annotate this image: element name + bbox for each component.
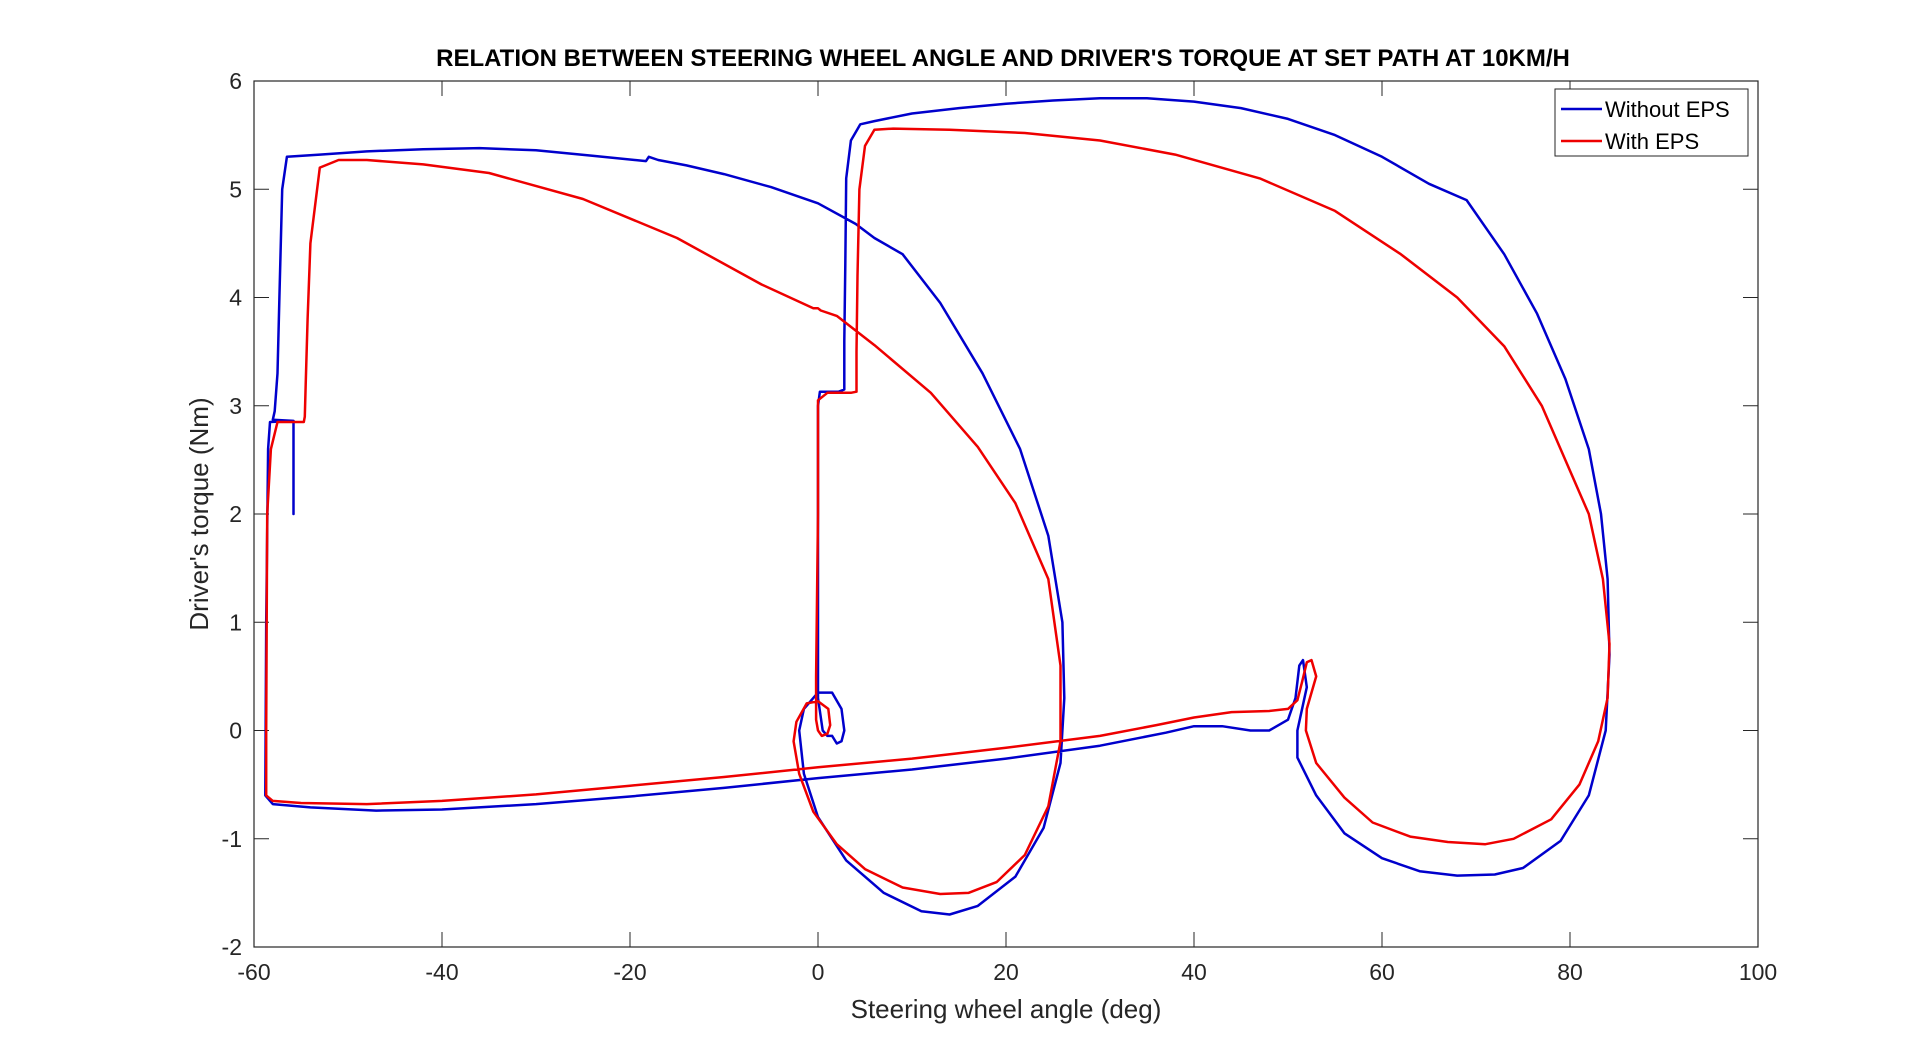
y-tick-label: 6 [229, 68, 242, 94]
legend-label-without-eps: Without EPS [1605, 97, 1730, 122]
x-tick-label: 40 [1181, 959, 1207, 985]
y-tick-label: 1 [229, 609, 242, 635]
x-tick-label: -20 [613, 959, 646, 985]
y-tick-label: -1 [222, 826, 242, 852]
y-tick-label: 4 [229, 285, 242, 311]
plot-area [253, 80, 1759, 948]
x-axis-label: Steering wheel angle (deg) [851, 994, 1162, 1024]
y-axis-label: Driver's torque (Nm) [184, 397, 214, 630]
y-tick-label: 2 [229, 501, 242, 527]
x-tick-labels: -60 -40 -20 0 20 40 60 80 100 [237, 959, 1777, 985]
chart-title: RELATION BETWEEN STEERING WHEEL ANGLE AN… [436, 45, 1570, 72]
series-line-without-eps [264, 97, 1611, 916]
y-tick-label: 3 [229, 393, 242, 419]
legend: Without EPS With EPS [1554, 88, 1749, 157]
y-tick-label: 0 [229, 718, 242, 744]
legend-box [1554, 88, 1749, 157]
y-tick-label: -2 [222, 934, 242, 960]
series-line-with-eps [264, 127, 1611, 896]
x-tick-label: -40 [425, 959, 458, 985]
series-layer [264, 97, 1611, 916]
x-tick-label: 60 [1369, 959, 1395, 985]
y-tick-labels: -2 -1 0 1 2 3 4 5 6 [222, 68, 243, 960]
x-tick-label: 80 [1557, 959, 1583, 985]
y-tick-label: 5 [229, 176, 242, 202]
x-tick-label: 0 [812, 959, 825, 985]
x-tick-label: -60 [237, 959, 270, 985]
legend-label-with-eps: With EPS [1605, 129, 1699, 154]
x-tick-label: 20 [993, 959, 1019, 985]
x-tick-label: 100 [1739, 959, 1777, 985]
